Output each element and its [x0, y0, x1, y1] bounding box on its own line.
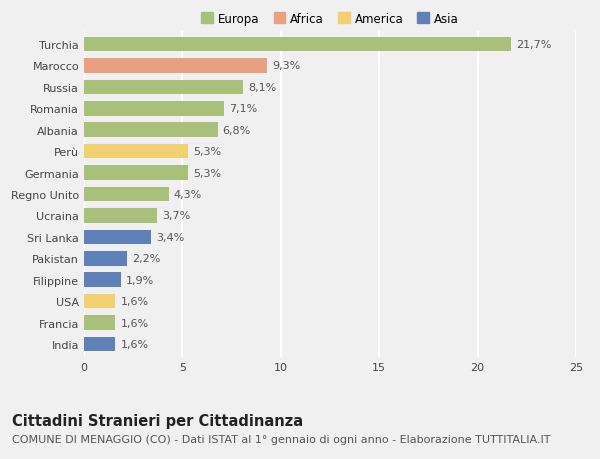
Text: 7,1%: 7,1%: [229, 104, 257, 114]
Bar: [84, 102, 224, 117]
Text: 3,4%: 3,4%: [156, 232, 184, 242]
Bar: [84, 252, 127, 266]
Bar: [84, 230, 151, 245]
Bar: [84, 59, 267, 73]
Bar: [84, 294, 115, 309]
Bar: [84, 80, 244, 95]
Text: 2,2%: 2,2%: [132, 254, 161, 264]
Text: 5,3%: 5,3%: [193, 168, 221, 178]
Bar: [84, 166, 188, 180]
Text: 5,3%: 5,3%: [193, 147, 221, 157]
Text: 8,1%: 8,1%: [248, 83, 277, 93]
Text: 9,3%: 9,3%: [272, 62, 300, 71]
Text: Cittadini Stranieri per Cittadinanza: Cittadini Stranieri per Cittadinanza: [12, 413, 303, 428]
Text: 1,6%: 1,6%: [121, 339, 149, 349]
Bar: [84, 209, 157, 223]
Text: COMUNE DI MENAGGIO (CO) - Dati ISTAT al 1° gennaio di ogni anno - Elaborazione T: COMUNE DI MENAGGIO (CO) - Dati ISTAT al …: [12, 434, 551, 444]
Bar: [84, 145, 188, 159]
Text: 4,3%: 4,3%: [173, 190, 202, 200]
Text: 6,8%: 6,8%: [223, 125, 251, 135]
Text: 3,7%: 3,7%: [162, 211, 190, 221]
Bar: [84, 316, 115, 330]
Text: 1,9%: 1,9%: [127, 275, 155, 285]
Text: 21,7%: 21,7%: [516, 40, 551, 50]
Bar: [84, 123, 218, 138]
Bar: [84, 337, 115, 352]
Text: 1,6%: 1,6%: [121, 297, 149, 307]
Bar: [84, 273, 121, 287]
Bar: [84, 38, 511, 52]
Bar: [84, 187, 169, 202]
Text: 1,6%: 1,6%: [121, 318, 149, 328]
Legend: Europa, Africa, America, Asia: Europa, Africa, America, Asia: [199, 11, 461, 28]
